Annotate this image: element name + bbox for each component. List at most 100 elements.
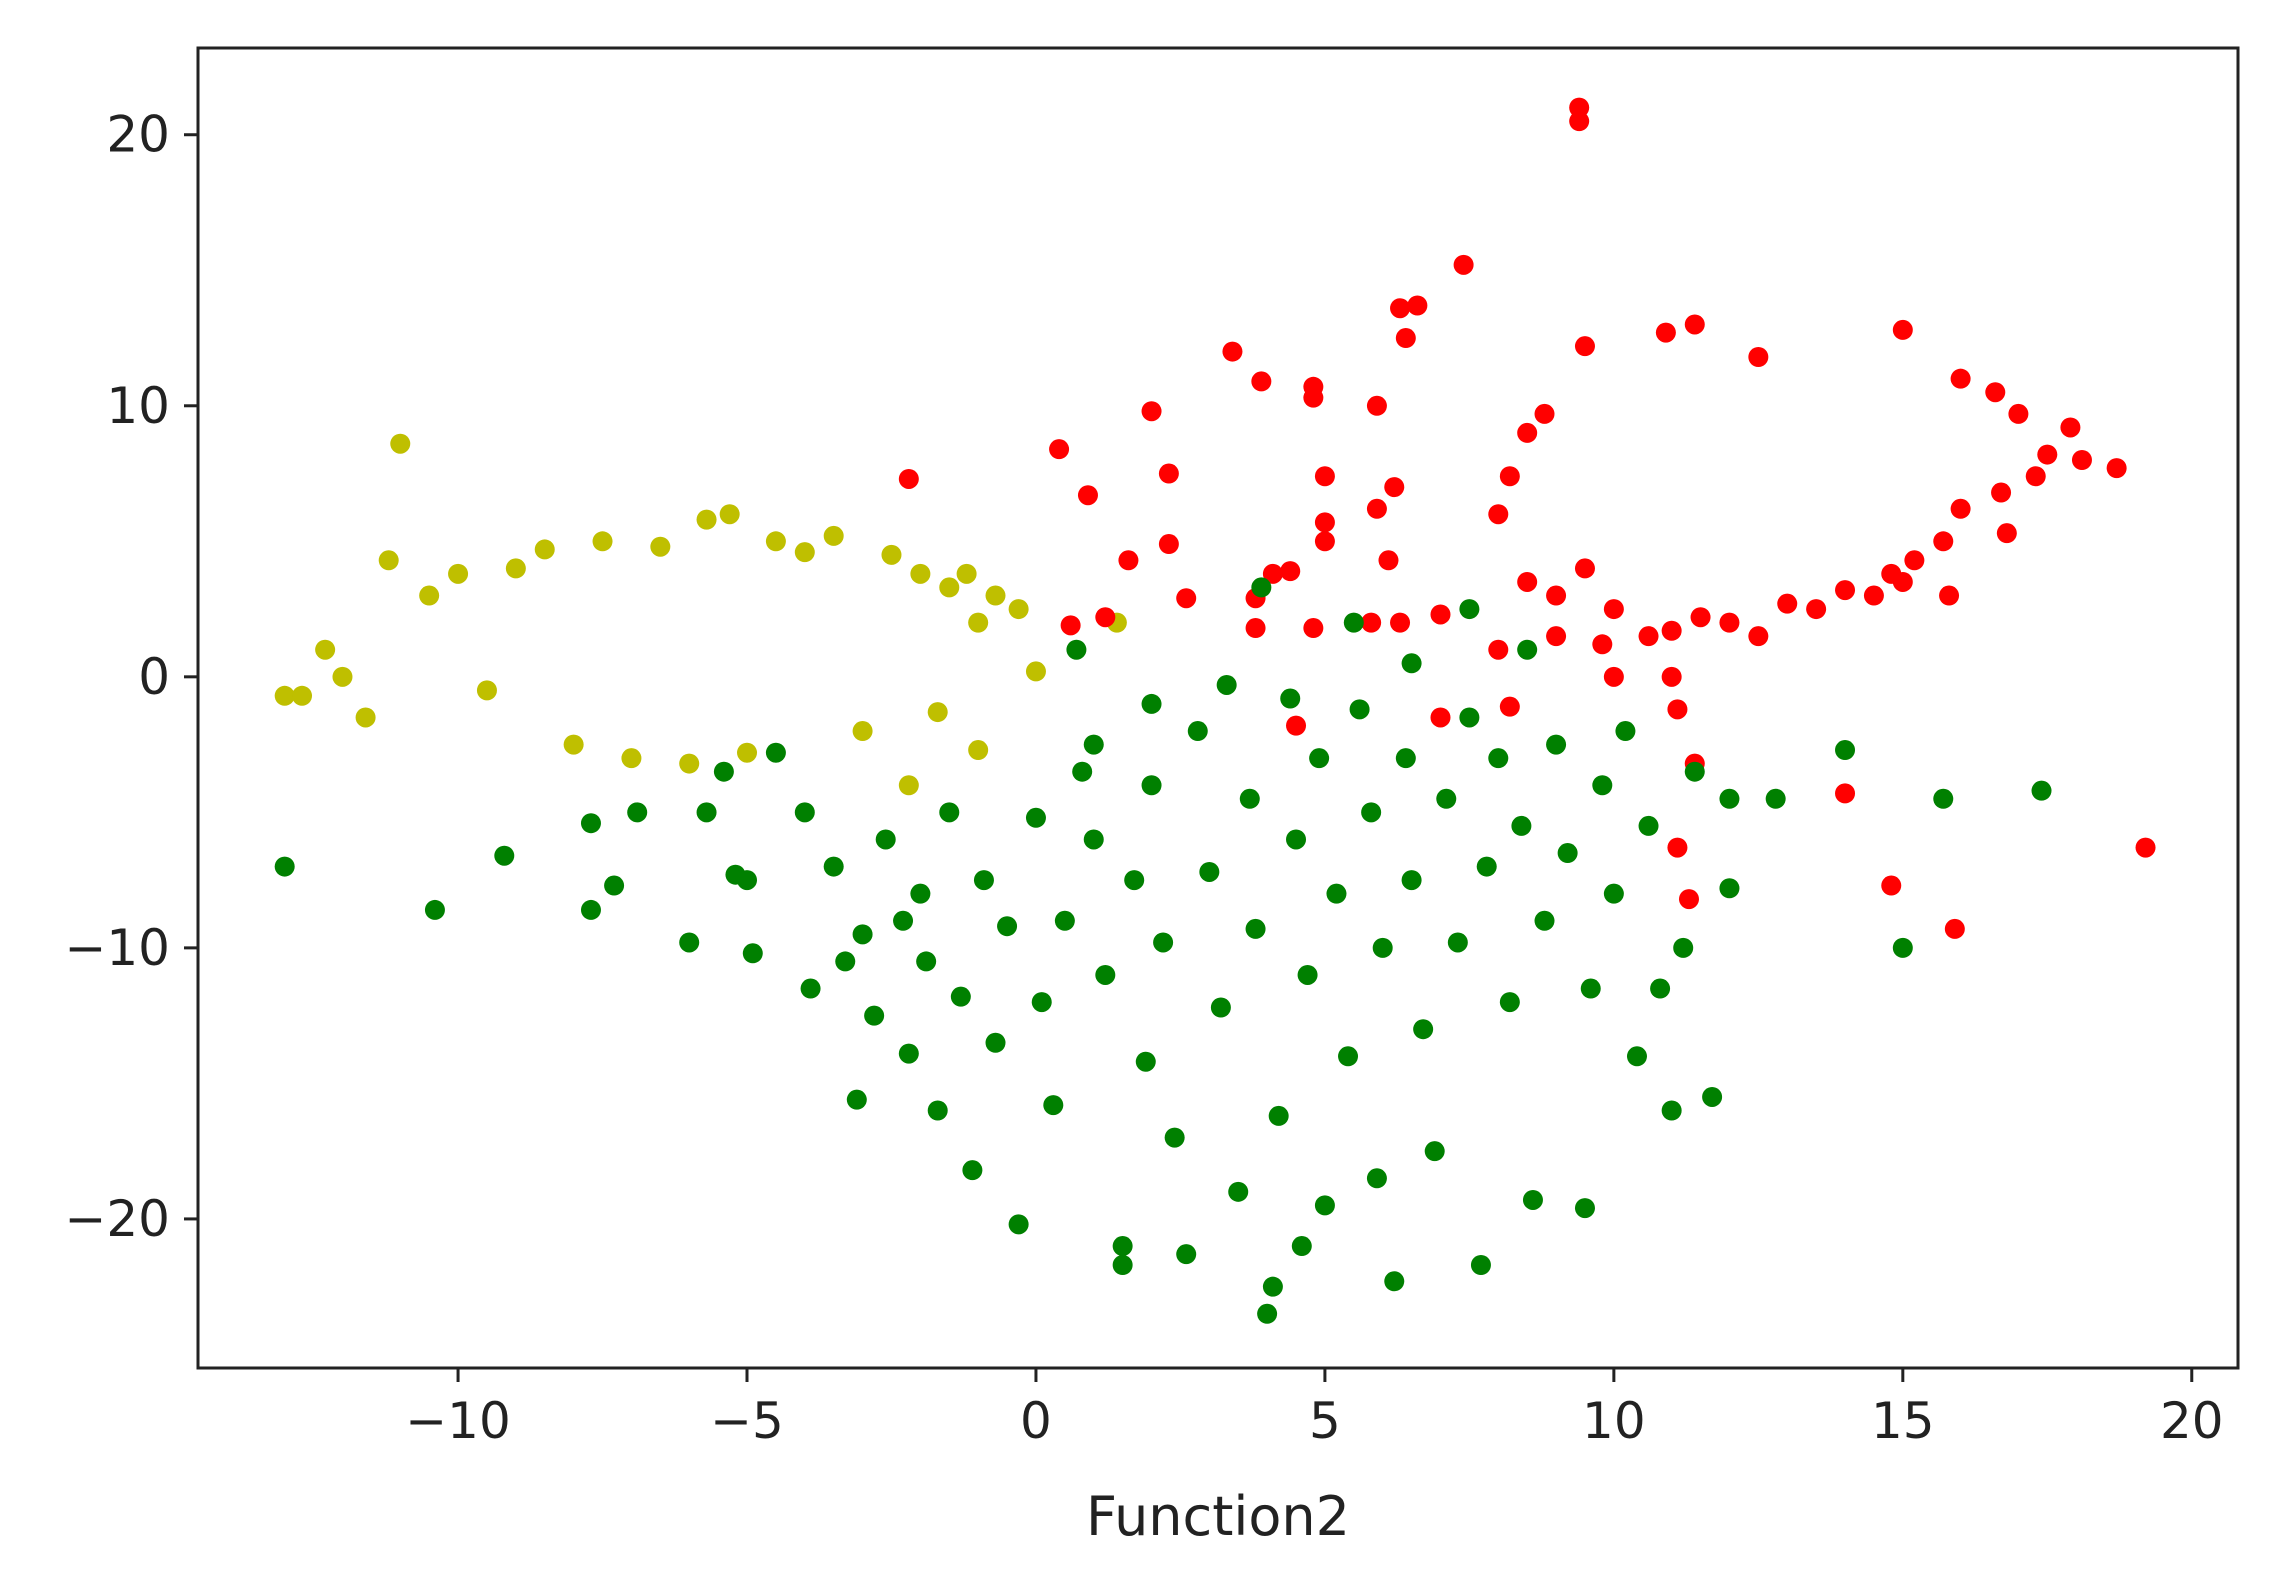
data-point (1210, 997, 1231, 1018)
data-point (846, 1089, 867, 1110)
data-point (864, 1005, 885, 1026)
data-point (1557, 843, 1578, 864)
data-point (1517, 571, 1538, 592)
data-point (1592, 775, 1613, 796)
y-axis: −20 −10 0 10 20 (64, 106, 198, 1248)
data-point (1499, 696, 1520, 717)
data-point (1574, 1198, 1595, 1219)
data-point (315, 639, 336, 660)
data-point (1719, 788, 1740, 809)
data-point (985, 1032, 1006, 1053)
data-point (1245, 618, 1266, 639)
x-tick-label: 10 (1582, 1392, 1646, 1450)
data-point (1574, 336, 1595, 357)
data-point (1546, 626, 1567, 647)
data-point (1546, 585, 1567, 606)
data-point (2071, 449, 2092, 470)
data-point (1517, 422, 1538, 443)
data-point (968, 740, 989, 761)
data-point (2106, 458, 2127, 479)
data-point (2031, 780, 2052, 801)
data-point (1939, 585, 1960, 606)
data-point (696, 509, 717, 530)
data-point (898, 468, 919, 489)
data-point (592, 531, 613, 552)
data-point (390, 433, 411, 454)
data-point (1326, 883, 1347, 904)
data-point (1280, 688, 1301, 709)
data-point (1655, 322, 1676, 343)
data-point (1522, 1189, 1543, 1210)
data-point (604, 875, 625, 896)
data-point (696, 802, 717, 823)
data-point (1176, 1244, 1197, 1265)
data-point (1592, 634, 1613, 655)
data-point (621, 748, 642, 769)
data-point (424, 899, 445, 920)
data-point (1534, 403, 1555, 424)
data-point (1390, 612, 1411, 633)
data-point (650, 536, 671, 557)
data-point (1638, 626, 1659, 647)
data-point (800, 978, 821, 999)
data-point (950, 986, 971, 1007)
data-point (2037, 444, 2058, 465)
data-point (1303, 387, 1324, 408)
data-point (939, 802, 960, 823)
data-point (1112, 1236, 1133, 1257)
data-point (355, 707, 376, 728)
data-point (1280, 561, 1301, 582)
data-point (1661, 620, 1682, 641)
data-point (274, 685, 295, 706)
data-point (1031, 992, 1052, 1013)
data-point (737, 870, 758, 891)
data-point (1719, 612, 1740, 633)
data-point (1603, 599, 1624, 620)
data-point (1996, 523, 2017, 544)
data-point (1470, 1255, 1491, 1276)
data-point (1199, 861, 1220, 882)
data-point (1176, 588, 1197, 609)
data-point (1384, 477, 1405, 498)
data-point (1690, 607, 1711, 628)
data-point (1025, 661, 1046, 682)
data-point (823, 856, 844, 877)
data-point (1603, 883, 1624, 904)
data-point (1881, 875, 1902, 896)
data-point (1361, 802, 1382, 823)
y-tick-label: −20 (64, 1190, 170, 1248)
data-point (1124, 870, 1145, 891)
data-point (1216, 674, 1237, 695)
data-point (1095, 964, 1116, 985)
data-point (1366, 498, 1387, 519)
data-point (1684, 761, 1705, 782)
data-point (1488, 748, 1509, 769)
data-point (1141, 693, 1162, 714)
y-tick-label: 10 (106, 377, 170, 435)
data-point (875, 829, 896, 850)
data-point (1453, 254, 1474, 275)
data-point (1366, 395, 1387, 416)
data-point (1407, 295, 1428, 316)
data-point (1153, 932, 1174, 953)
data-point (968, 612, 989, 633)
data-point (1401, 870, 1422, 891)
data-point (823, 525, 844, 546)
x-tick-label: −5 (710, 1392, 784, 1450)
x-tick-label: 15 (1871, 1392, 1935, 1450)
data-point (1950, 498, 1971, 519)
data-point (910, 883, 931, 904)
data-point (1187, 721, 1208, 742)
data-point (1349, 699, 1370, 720)
data-point (1892, 319, 1913, 340)
data-point (1262, 1276, 1283, 1297)
data-point (1626, 1046, 1647, 1067)
data-point (1615, 721, 1636, 742)
data-point (1678, 889, 1699, 910)
data-point (1049, 439, 1070, 460)
data-point (1430, 604, 1451, 625)
data-point (1366, 1168, 1387, 1189)
data-point (881, 544, 902, 565)
series-2 (274, 577, 2052, 1324)
series-1 (898, 97, 2156, 939)
